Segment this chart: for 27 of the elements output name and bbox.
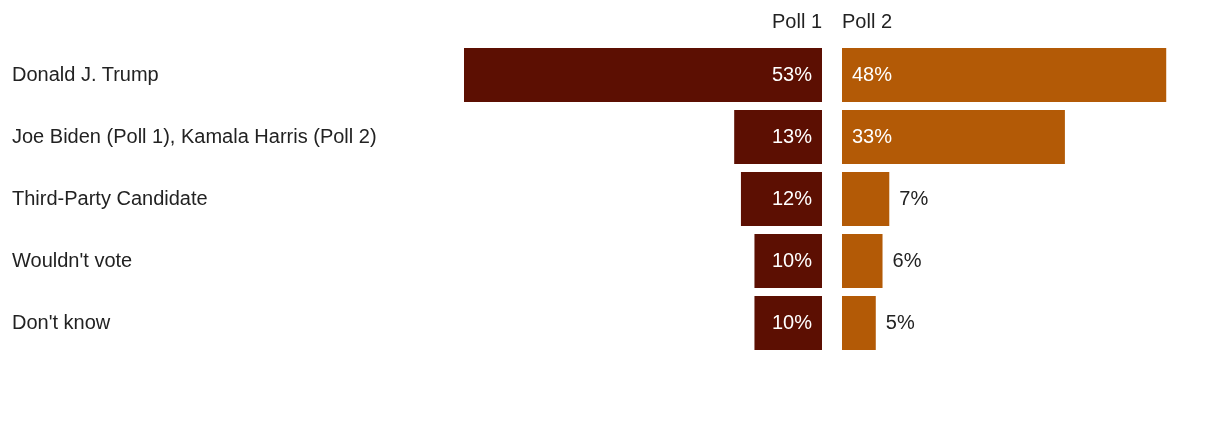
bar — [842, 48, 1167, 102]
data-label: 7% — [899, 186, 929, 209]
bar — [754, 296, 822, 350]
bar — [842, 296, 876, 350]
chart-title: Poll 1 — [771, 9, 822, 32]
data-label: 12% — [771, 186, 813, 209]
y-tick-label: Don't know — [12, 310, 111, 333]
data-label: 13% — [771, 124, 813, 147]
y-tick-label: Donald J. Trump — [12, 62, 159, 85]
y-tick-label: Wouldn't vote — [12, 248, 133, 271]
bar — [842, 172, 890, 226]
y-tick-label: Third-Party Candidate — [12, 186, 208, 209]
data-label: 33% — [852, 124, 893, 147]
y-tick-label: Joe Biden (Poll 1), Kamala Harris (Poll 2) — [12, 124, 377, 147]
data-label: 6% — [892, 248, 922, 271]
bar — [842, 234, 883, 288]
bar — [842, 110, 1065, 164]
data-label: 48% — [852, 62, 893, 85]
chart-title: Poll 2 — [842, 9, 893, 32]
data-label: 10% — [771, 248, 813, 271]
data-label: 53% — [771, 62, 813, 85]
data-label: 10% — [771, 310, 813, 333]
bar — [734, 110, 822, 164]
bar — [740, 172, 822, 226]
bar — [464, 48, 822, 102]
bar — [754, 234, 822, 288]
data-label: 5% — [885, 310, 915, 333]
